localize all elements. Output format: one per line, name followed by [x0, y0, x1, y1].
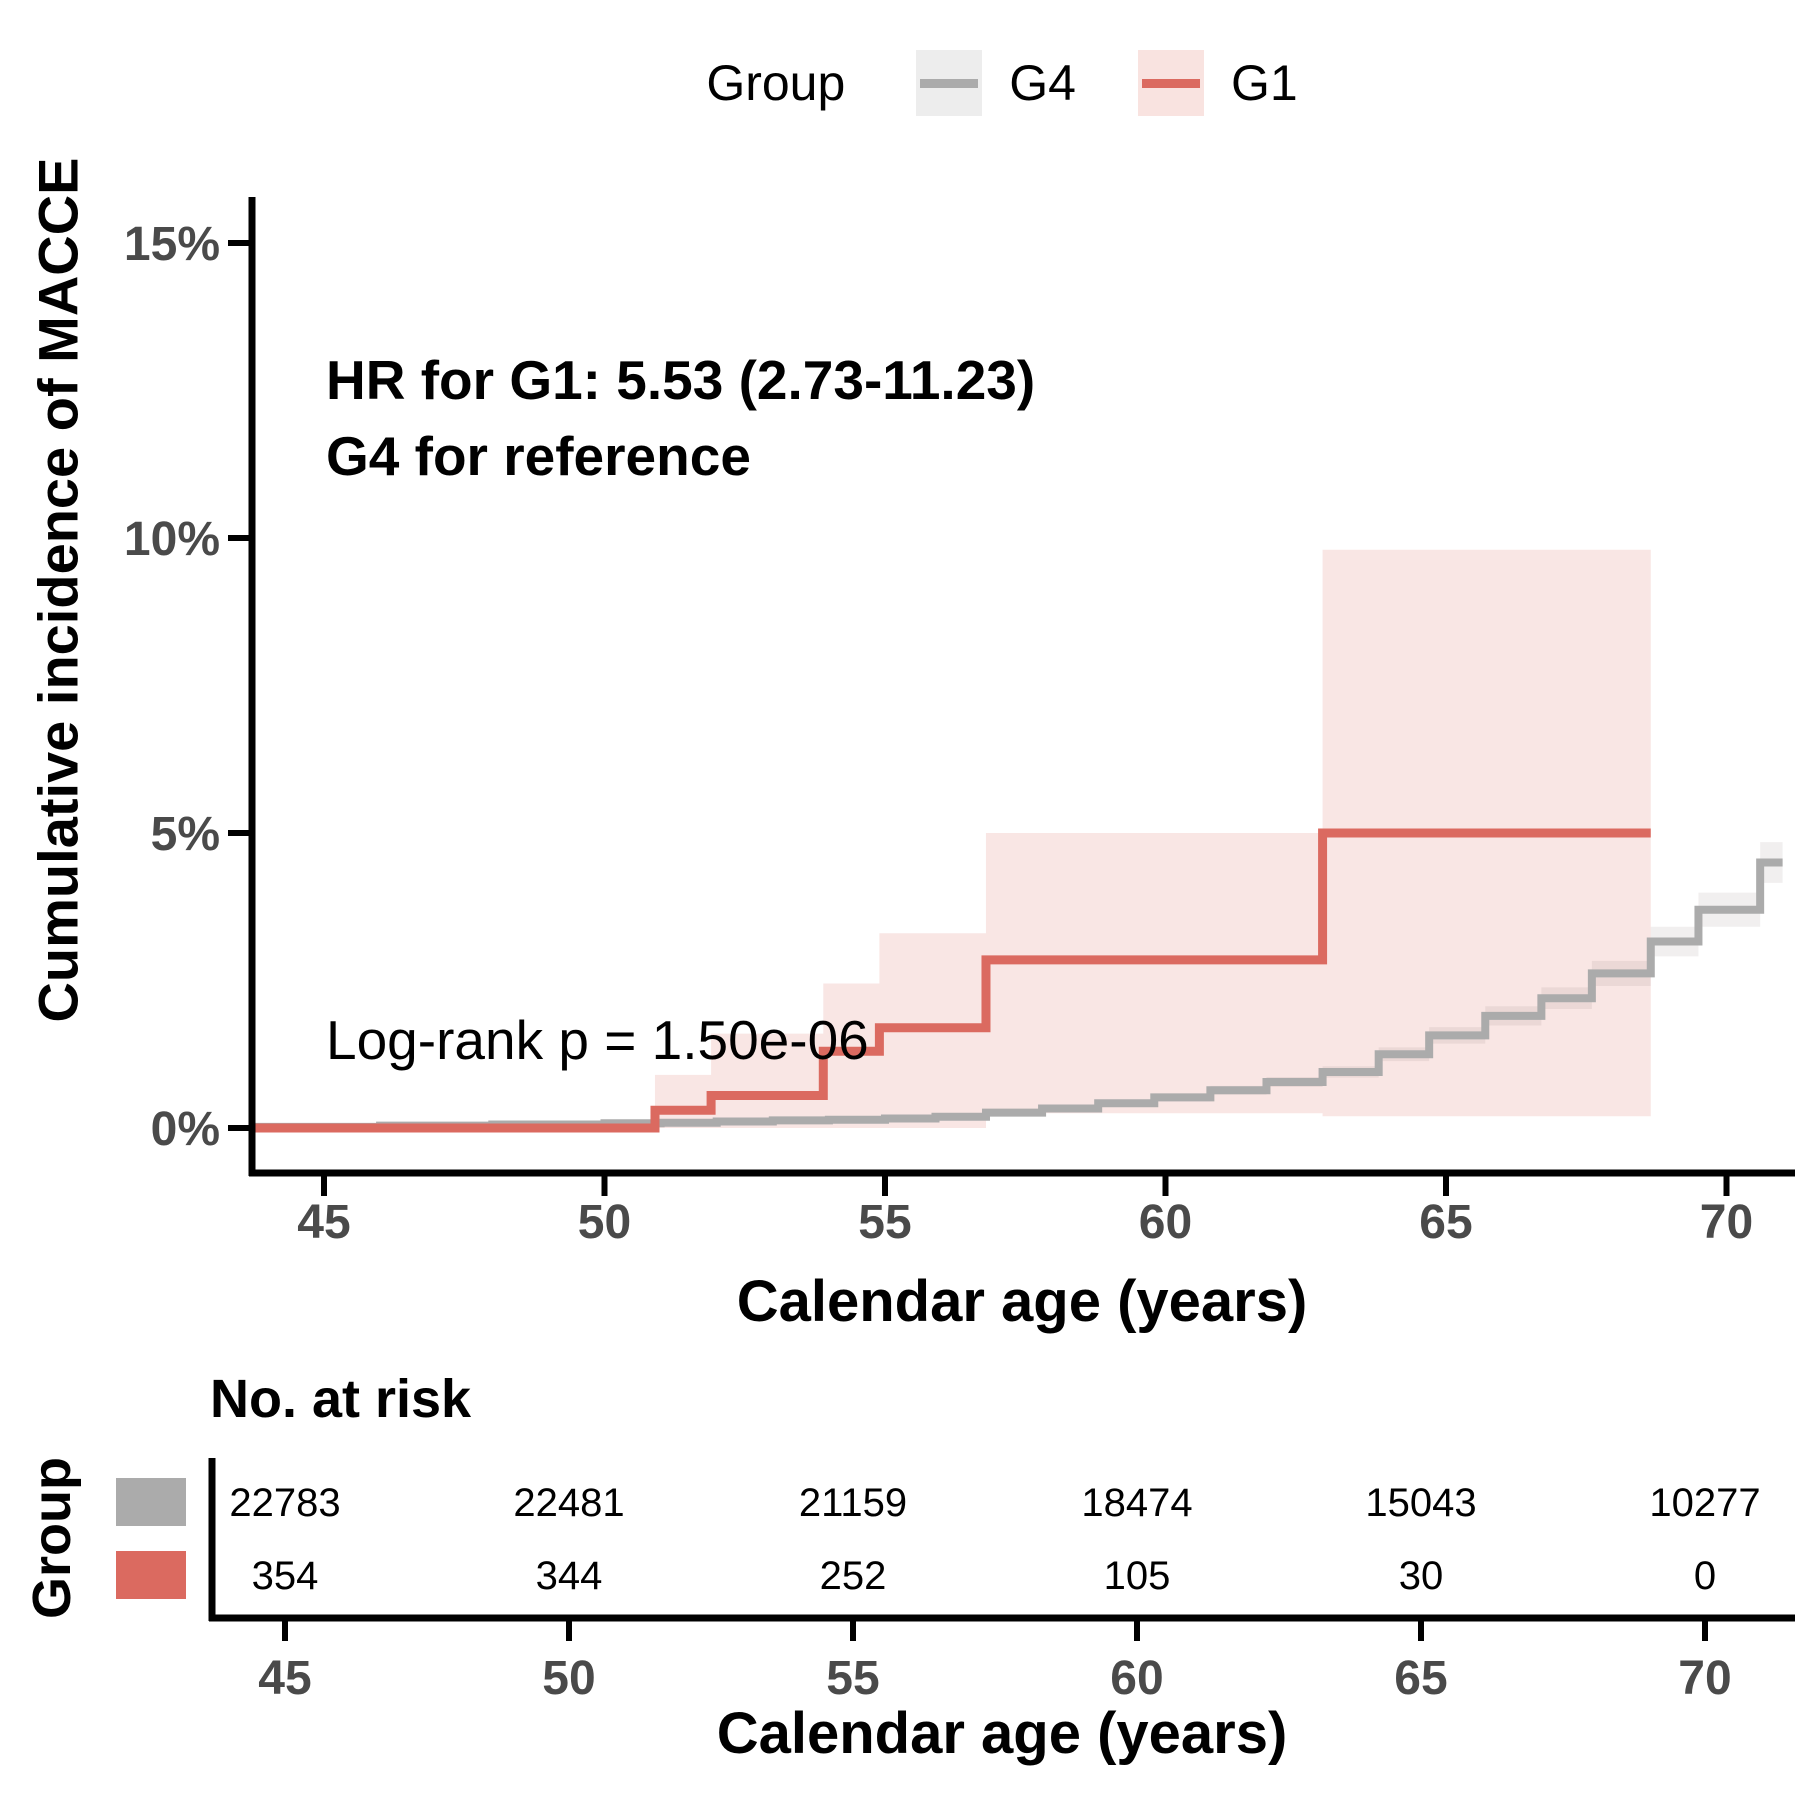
- risk-count-g1: 105: [1104, 1554, 1171, 1598]
- risk-x-tick-label: 50: [542, 1652, 595, 1705]
- reference-annotation: G4 for reference: [326, 425, 751, 487]
- risk-table-title: No. at risk: [210, 1369, 472, 1429]
- risk-count-g4: 21159: [799, 1481, 907, 1525]
- x-axis-title: Calendar age (years): [736, 1269, 1308, 1334]
- legend-label-g4: G4: [1009, 55, 1076, 111]
- risk-x-tick-label: 65: [1394, 1652, 1447, 1705]
- g4-survival-curve: [251, 858, 1783, 1131]
- risk-x-tick-label: 45: [258, 1652, 311, 1705]
- g1-survival-curve: [251, 828, 1651, 1133]
- g4-keyline: [920, 78, 979, 88]
- x-tick-label: 45: [297, 1196, 350, 1249]
- legend-title: Group: [706, 55, 846, 111]
- legend-label-g1: G1: [1230, 55, 1298, 111]
- legend: Group G4 G1: [0, 50, 1800, 116]
- legend-item-g4: G4: [916, 50, 1076, 116]
- risk-table-x-axis-title: Calendar age (years): [716, 1701, 1288, 1766]
- y-axis-title: Cumulative incidence of MACCE: [26, 157, 90, 1023]
- risk-count-g4: 22481: [513, 1481, 624, 1525]
- risk-count-g4: 18474: [1081, 1481, 1192, 1525]
- y-tick-label: 0%: [151, 1103, 220, 1156]
- risk-count-g1: 344: [536, 1554, 603, 1598]
- risk-x-tick-label: 70: [1678, 1652, 1731, 1705]
- x-tick-label: 70: [1700, 1196, 1753, 1249]
- x-tick-label: 55: [858, 1196, 911, 1249]
- risk-count-g4: 22783: [229, 1481, 340, 1525]
- x-tick-label: 65: [1419, 1196, 1472, 1249]
- risk-count-g1: 252: [820, 1554, 887, 1598]
- y-tick-label: 5%: [151, 808, 220, 861]
- x-tick-label: 50: [578, 1196, 631, 1249]
- logrank-annotation: Log-rank p = 1.50e-06: [326, 1009, 869, 1071]
- risk-count-g4: 15043: [1365, 1481, 1476, 1525]
- g1-keyline: [1141, 78, 1200, 88]
- g4-line-swatch-icon: [916, 50, 983, 116]
- hazard-ratio-annotation: HR for G1: 5.53 (2.73-11.23): [326, 349, 1036, 411]
- risk-count-g4: 10277: [1649, 1481, 1760, 1525]
- g1-confidence-band: [654, 549, 1651, 1128]
- risk-count-g1: 354: [252, 1554, 319, 1598]
- legend-item-g1: G1: [1137, 50, 1298, 116]
- risk-count-g1: 30: [1399, 1554, 1444, 1598]
- g1-line-swatch-icon: [1137, 50, 1204, 116]
- risk-row-swatch-g1: [116, 1551, 186, 1599]
- risk-table-group-axis-title: Group: [22, 1457, 82, 1619]
- x-tick-label: 60: [1139, 1196, 1192, 1249]
- y-tick-label: 15%: [124, 218, 220, 271]
- y-tick-label: 10%: [124, 513, 220, 566]
- risk-x-tick-label: 55: [826, 1652, 879, 1705]
- risk-row-swatch-g4: [116, 1478, 186, 1526]
- risk-count-g1: 0: [1694, 1554, 1716, 1598]
- risk-x-tick-label: 60: [1110, 1652, 1163, 1705]
